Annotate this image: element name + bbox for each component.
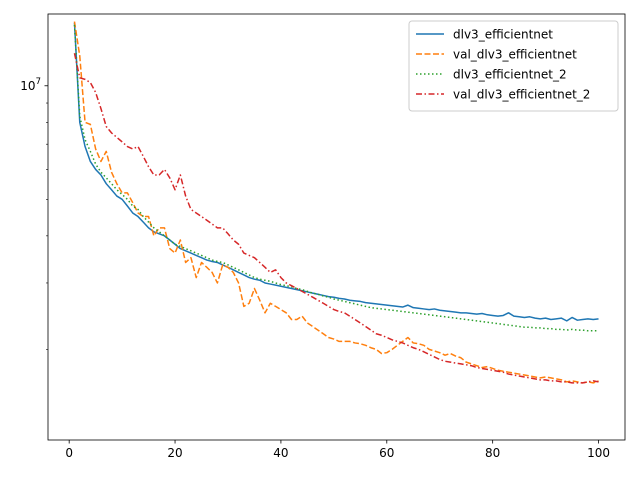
legend-box (408, 20, 619, 112)
series-line-val-dlv3-efficientnet (73, 21, 599, 384)
series-layer (73, 21, 599, 384)
y-axis: 107 (20, 77, 48, 350)
y-tick-label: 107 (20, 77, 41, 93)
legend-label-dlv3-efficientnet-2: dlv3_efficientnet_2 (453, 68, 567, 82)
x-tick-label: 60 (379, 446, 394, 460)
series-line-dlv3-efficientnet (73, 22, 599, 322)
x-axis: 0 20 40 60 80 100 (65, 440, 610, 460)
legend-label-val-dlv3-efficientnet-2: val_dlv3_efficientnet_2 (453, 88, 590, 102)
axes-frame (47, 13, 626, 441)
legend-label-dlv3-efficientnet: dlv3_efficientnet (453, 28, 553, 42)
x-tick-label: 20 (167, 446, 182, 460)
legend-label-val-dlv3-efficientnet: val_dlv3_efficientnet (453, 48, 577, 62)
legend: dlv3_efficientnet val_dlv3_efficientnetdl… (408, 20, 619, 112)
x-tick-label: 0 (65, 446, 73, 460)
series-line-val-dlv3-efficientnet-2 (73, 53, 599, 384)
x-tick-label: 40 (273, 446, 288, 460)
x-tick-label: 80 (485, 446, 500, 460)
x-tick-label: 100 (587, 446, 610, 460)
